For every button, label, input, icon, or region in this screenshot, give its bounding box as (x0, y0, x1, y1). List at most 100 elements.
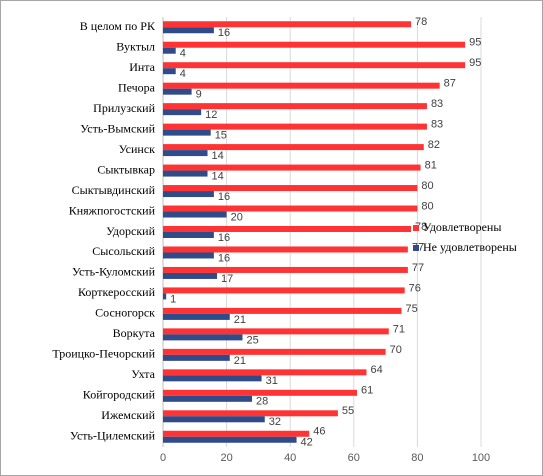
y-tick-label: Удорский (106, 224, 155, 238)
bar (163, 307, 402, 314)
y-tick-label: Корткеросский (78, 285, 156, 299)
value-label: 31 (266, 375, 278, 387)
x-tick-label: 20 (220, 452, 232, 464)
bar (163, 27, 214, 34)
bar (163, 226, 412, 232)
value-label: 16 (218, 232, 230, 244)
value-label: 76 (409, 282, 421, 294)
bar (163, 82, 440, 89)
bar (163, 395, 253, 402)
y-tick-label: Усть-Цилемский (70, 429, 156, 443)
bar (163, 430, 310, 437)
value-label: 71 (393, 323, 405, 335)
x-tick-label: 0 (160, 452, 166, 464)
bar (163, 150, 208, 157)
bar (163, 129, 211, 136)
bar (163, 191, 214, 198)
value-label: 42 (301, 437, 313, 449)
y-tick-label: Сыктывкар (97, 162, 155, 176)
legend-label: Удовлетворены (423, 220, 501, 234)
bar (163, 62, 466, 69)
y-tick-label: Ижемский (101, 408, 155, 422)
value-label: 78 (415, 16, 427, 28)
bar (163, 436, 297, 443)
value-label: 80 (421, 200, 433, 212)
value-label: 21 (234, 314, 246, 326)
value-label: 25 (247, 334, 259, 346)
bar (163, 164, 421, 171)
value-label: 4 (180, 68, 186, 80)
y-tick-label: Сысольский (92, 244, 155, 258)
y-tick-label: Ухта (131, 367, 155, 381)
bar (163, 47, 176, 54)
value-label: 14 (212, 170, 224, 182)
x-tick-label: 80 (411, 452, 423, 464)
value-label: 15 (215, 130, 227, 142)
value-label: 80 (421, 180, 433, 192)
y-tick-label: В целом по РК (80, 19, 156, 33)
bar (163, 185, 418, 192)
value-label: 83 (431, 119, 443, 131)
value-label: 70 (390, 344, 402, 356)
value-label: 12 (205, 109, 217, 121)
y-tick-label: Прилузский (93, 101, 155, 115)
value-label: 20 (231, 211, 243, 223)
value-label: 75 (406, 303, 418, 315)
legend-swatch (413, 225, 419, 231)
bar (163, 88, 192, 95)
y-tick-label: Усинск (119, 142, 156, 156)
bar (163, 41, 466, 48)
bar (163, 252, 214, 259)
y-tick-label: Сосногорск (95, 306, 155, 320)
value-label: 32 (269, 416, 281, 428)
value-label: 46 (313, 426, 325, 438)
y-tick-label: Вуктыл (116, 39, 155, 53)
bar (163, 328, 389, 335)
bar (163, 369, 367, 376)
y-tick-label: Сыктывдинский (72, 183, 156, 197)
value-label: 16 (218, 27, 230, 39)
bar (163, 109, 202, 116)
bar (163, 348, 386, 355)
value-label: 64 (371, 364, 383, 376)
bar (163, 334, 243, 341)
bar (163, 272, 218, 279)
bar (163, 68, 176, 75)
value-label: 28 (256, 396, 268, 408)
bar (163, 313, 230, 320)
bar (163, 170, 208, 177)
bar (163, 21, 412, 28)
value-label: 87 (444, 78, 456, 90)
bar (163, 410, 338, 417)
y-tick-label: Инта (129, 60, 155, 74)
value-label: 4 (180, 48, 186, 60)
bar (163, 287, 405, 294)
value-label: 16 (218, 191, 230, 203)
legend-swatch (413, 245, 419, 251)
bar (163, 354, 230, 361)
bar (163, 103, 427, 110)
value-label: 83 (431, 98, 443, 110)
value-label: 82 (428, 139, 440, 151)
y-tick-label: Воркута (113, 326, 156, 340)
y-tick-label: Троицко-Печорский (52, 347, 155, 361)
bar (163, 293, 167, 300)
bar (163, 389, 357, 396)
value-label: 21 (234, 355, 246, 367)
value-label: 55 (342, 405, 354, 417)
value-label: 1 (170, 293, 176, 305)
bar (163, 211, 227, 218)
bar (163, 144, 424, 151)
bar (163, 246, 408, 253)
bar (163, 266, 408, 273)
y-tick-label: Койгородский (83, 388, 156, 402)
y-tick-label: Печора (118, 80, 156, 94)
value-label: 14 (212, 150, 224, 162)
bar (163, 123, 427, 130)
bar (163, 205, 418, 212)
value-label: 77 (412, 262, 424, 274)
value-label: 17 (221, 273, 233, 285)
bar (163, 375, 262, 382)
value-label: 61 (361, 385, 373, 397)
